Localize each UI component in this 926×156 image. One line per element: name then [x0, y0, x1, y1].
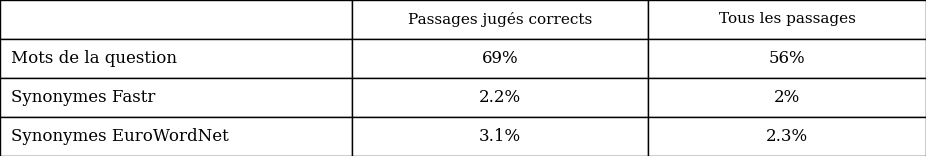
Text: 2.3%: 2.3% — [766, 128, 808, 145]
Bar — [648, 78, 926, 117]
Bar — [0, 117, 352, 156]
Text: Synonymes EuroWordNet: Synonymes EuroWordNet — [11, 128, 229, 145]
Bar — [648, 117, 926, 156]
Bar — [352, 39, 648, 78]
Bar — [0, 78, 352, 117]
Text: 3.1%: 3.1% — [479, 128, 521, 145]
Text: 2%: 2% — [774, 89, 800, 106]
Bar — [0, 0, 352, 39]
Bar — [352, 78, 648, 117]
Text: Synonymes Fastr: Synonymes Fastr — [11, 89, 156, 106]
Bar — [352, 117, 648, 156]
Bar — [0, 39, 352, 78]
Text: 69%: 69% — [482, 50, 519, 67]
Text: Tous les passages: Tous les passages — [719, 12, 856, 27]
Bar — [352, 0, 648, 39]
Text: 56%: 56% — [769, 50, 806, 67]
Text: Passages jugés corrects: Passages jugés corrects — [408, 12, 592, 27]
Bar — [648, 39, 926, 78]
Text: 2.2%: 2.2% — [479, 89, 521, 106]
Text: Mots de la question: Mots de la question — [11, 50, 177, 67]
Bar — [648, 0, 926, 39]
